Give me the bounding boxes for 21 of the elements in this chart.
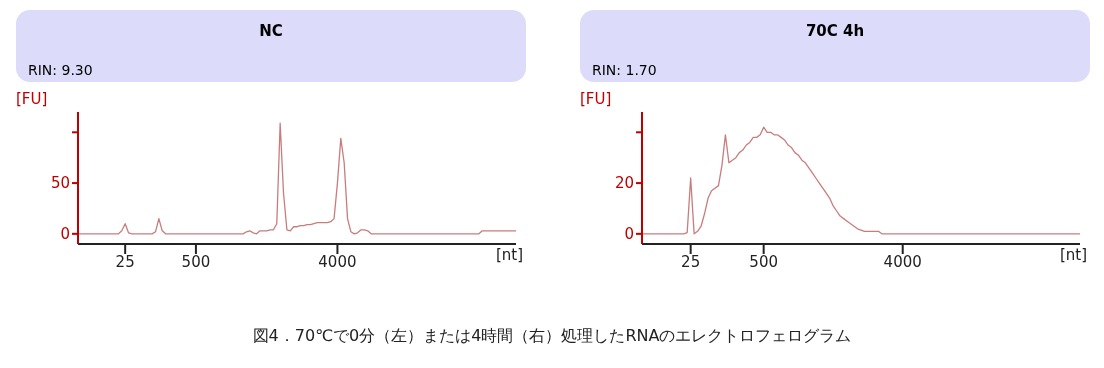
line-series — [78, 122, 516, 235]
y-axis-title: [FU] — [580, 90, 612, 108]
x-axis-title: [nt] — [496, 246, 524, 264]
y-tick-label: 0 — [60, 225, 70, 244]
x-tick-label: 25 — [681, 252, 701, 271]
chart-subtitle: RIN: 1.70 — [592, 62, 657, 78]
y-axis-title: [FU] — [16, 90, 48, 108]
chart-subtitle: RIN: 9.30 — [28, 62, 93, 78]
y-tick-label: 0 — [624, 225, 634, 244]
caption: 図4．70℃で0分（左）または4時間（右）処理したRNAのエレクトロフェログラム — [251, 326, 853, 347]
x-tick-label: 25 — [115, 252, 135, 271]
x-tick-label: 500 — [181, 252, 211, 271]
x-tick-label: 500 — [749, 252, 778, 271]
chart-title: 70C 4h — [804, 22, 866, 40]
x-tick-label: 4000 — [883, 252, 922, 271]
y-tick-label: 20 — [614, 174, 634, 193]
line-series — [642, 126, 1080, 235]
x-axis-title: [nt] — [1060, 246, 1088, 264]
chart-title: NC — [258, 22, 284, 40]
x-tick-label: 4000 — [318, 252, 357, 271]
y-tick-label: 50 — [50, 174, 70, 193]
